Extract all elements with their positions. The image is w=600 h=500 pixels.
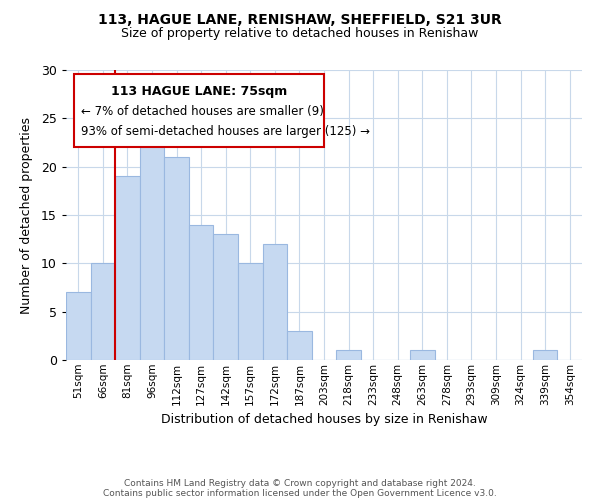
Bar: [66, 292, 91, 360]
Text: Contains HM Land Registry data © Crown copyright and database right 2024.: Contains HM Land Registry data © Crown c…: [124, 478, 476, 488]
Bar: [214, 234, 238, 360]
Bar: [189, 224, 214, 360]
Bar: [410, 350, 434, 360]
Bar: [336, 350, 361, 360]
Text: Contains public sector information licensed under the Open Government Licence v3: Contains public sector information licen…: [103, 488, 497, 498]
Bar: [287, 331, 312, 360]
Bar: [263, 244, 287, 360]
Bar: [115, 176, 140, 360]
Bar: [533, 350, 557, 360]
FancyBboxPatch shape: [74, 74, 324, 147]
Y-axis label: Number of detached properties: Number of detached properties: [20, 116, 33, 314]
Text: ← 7% of detached houses are smaller (9): ← 7% of detached houses are smaller (9): [82, 105, 325, 118]
X-axis label: Distribution of detached houses by size in Renishaw: Distribution of detached houses by size …: [161, 413, 487, 426]
Bar: [140, 138, 164, 360]
Text: Size of property relative to detached houses in Renishaw: Size of property relative to detached ho…: [121, 28, 479, 40]
Text: 113, HAGUE LANE, RENISHAW, SHEFFIELD, S21 3UR: 113, HAGUE LANE, RENISHAW, SHEFFIELD, S2…: [98, 12, 502, 26]
Bar: [164, 157, 189, 360]
Bar: [91, 264, 115, 360]
Text: 93% of semi-detached houses are larger (125) →: 93% of semi-detached houses are larger (…: [82, 125, 370, 138]
Text: 113 HAGUE LANE: 75sqm: 113 HAGUE LANE: 75sqm: [111, 84, 287, 98]
Bar: [238, 264, 263, 360]
